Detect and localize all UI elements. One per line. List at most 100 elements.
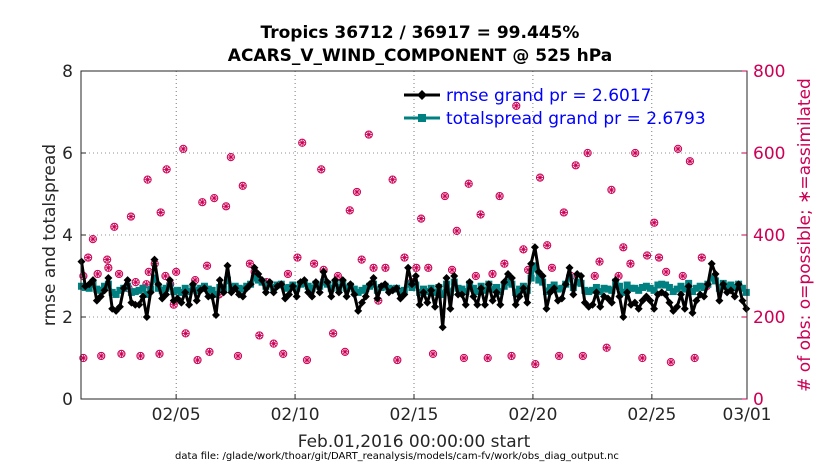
obs-possible-marker <box>554 351 564 361</box>
rmse-point <box>715 296 724 305</box>
obs-assimilated-marker <box>346 207 353 214</box>
obs-assimilated-marker <box>453 227 461 235</box>
totalspread-point <box>350 285 358 293</box>
obs-assimilated-marker <box>111 223 118 230</box>
obs-possible-marker <box>662 267 671 276</box>
totalspread-point <box>158 286 166 294</box>
rmse-point <box>703 280 712 289</box>
rmse-point <box>719 280 728 289</box>
totalspread-point <box>642 282 650 290</box>
y-axis-label: rmse and totalspread <box>40 144 60 326</box>
rmse-point <box>284 290 293 299</box>
obs-possible-marker <box>571 161 580 170</box>
rmse-point <box>115 302 124 311</box>
obs-assimilated-marker <box>80 354 87 362</box>
rmse-point <box>431 302 440 311</box>
totalspread-point <box>162 284 170 292</box>
rmse-point <box>569 290 578 299</box>
obs-assimilated-marker <box>199 199 206 206</box>
obs-possible-marker <box>156 208 165 217</box>
rmse-point <box>369 274 378 283</box>
rmse-point <box>607 298 616 307</box>
obs-assimilated-marker <box>508 352 515 360</box>
obs-possible-marker <box>643 251 652 260</box>
obs-possible-marker <box>424 263 433 272</box>
rmse-point <box>211 310 220 319</box>
rmse-point <box>162 290 171 299</box>
rmse-point <box>700 292 709 301</box>
x-tick-label: 02/05 <box>152 405 201 425</box>
obs-possible-marker <box>352 187 362 197</box>
rmse-point <box>726 286 735 295</box>
totalspread-point <box>650 286 658 294</box>
rmse-point <box>254 269 263 278</box>
obs-assimilated-marker <box>294 254 301 261</box>
obs-assimilated-marker <box>353 188 361 196</box>
rmse-point <box>223 261 232 270</box>
obs-possible-marker <box>302 355 312 365</box>
footnote: data file: /glade/work/thoar/git/DART_re… <box>175 451 619 462</box>
rmse-point <box>484 280 493 289</box>
totalspread-point <box>462 288 470 296</box>
rmse-point <box>480 300 489 309</box>
obs-possible-marker <box>690 353 699 363</box>
obs-assimilated-marker <box>334 272 342 280</box>
obs-possible-marker <box>547 263 557 272</box>
rmse-point <box>181 288 190 297</box>
obs-assimilated-marker <box>144 176 151 183</box>
obs-possible-marker <box>79 353 88 363</box>
obs-possible-marker <box>476 210 485 219</box>
rmse-point <box>611 276 620 285</box>
totalspread-point <box>108 288 116 296</box>
obs-possible-marker <box>340 347 350 356</box>
obs-assimilated-marker <box>686 158 694 165</box>
obs-possible-marker <box>440 191 450 201</box>
rmse-point <box>646 296 655 305</box>
rmse-point <box>185 300 194 309</box>
totalspread-point <box>423 288 431 296</box>
rmse-point <box>215 276 224 285</box>
obs-possible-marker <box>181 329 190 338</box>
obs-possible-marker <box>488 269 497 279</box>
totalspread-point <box>446 288 454 296</box>
obs-possible-marker <box>84 253 93 262</box>
totalspread-point <box>654 281 662 289</box>
obs-possible-marker <box>179 144 188 153</box>
rmse-point <box>96 292 105 301</box>
obs-possible-marker <box>452 226 461 235</box>
obs-possible-marker <box>673 144 683 153</box>
totalspread-point <box>385 284 393 292</box>
obs-assimilated-marker <box>145 268 152 276</box>
obs-assimilated-marker <box>608 186 615 194</box>
rmse-point <box>146 288 155 297</box>
totalspread-point <box>212 290 220 298</box>
obs-assimilated-marker <box>239 182 246 189</box>
obs-assimilated-marker <box>698 254 706 261</box>
y2-tick-label: 200 <box>753 308 785 328</box>
obs-assimilated-marker <box>389 176 396 183</box>
obs-assimilated-marker <box>643 252 651 259</box>
obs-possible-marker <box>666 358 675 367</box>
obs-assimilated-marker <box>180 145 187 153</box>
obs-assimilated-marker <box>501 260 508 267</box>
obs-assimilated-marker <box>651 219 658 226</box>
obs-assimilated-marker <box>172 268 180 276</box>
rmse-point <box>154 280 163 289</box>
obs-possible-marker <box>104 263 113 272</box>
obs-possible-marker <box>255 331 264 340</box>
obs-assimilated-marker <box>460 354 468 362</box>
obs-possible-marker <box>602 343 611 352</box>
obs-assimilated-marker <box>615 272 622 280</box>
rmse-point <box>361 292 370 301</box>
obs-possible-marker <box>293 253 302 262</box>
obs-assimilated-marker <box>591 272 598 280</box>
rmse-point <box>288 282 297 291</box>
totalspread-point <box>585 288 593 296</box>
obs-assimilated-marker <box>667 358 675 366</box>
rmse-point <box>308 292 317 301</box>
obs-possible-marker <box>310 259 319 268</box>
obs-assimilated-marker <box>157 209 164 216</box>
rmse-point <box>354 306 363 315</box>
obs-possible-marker <box>583 148 592 158</box>
